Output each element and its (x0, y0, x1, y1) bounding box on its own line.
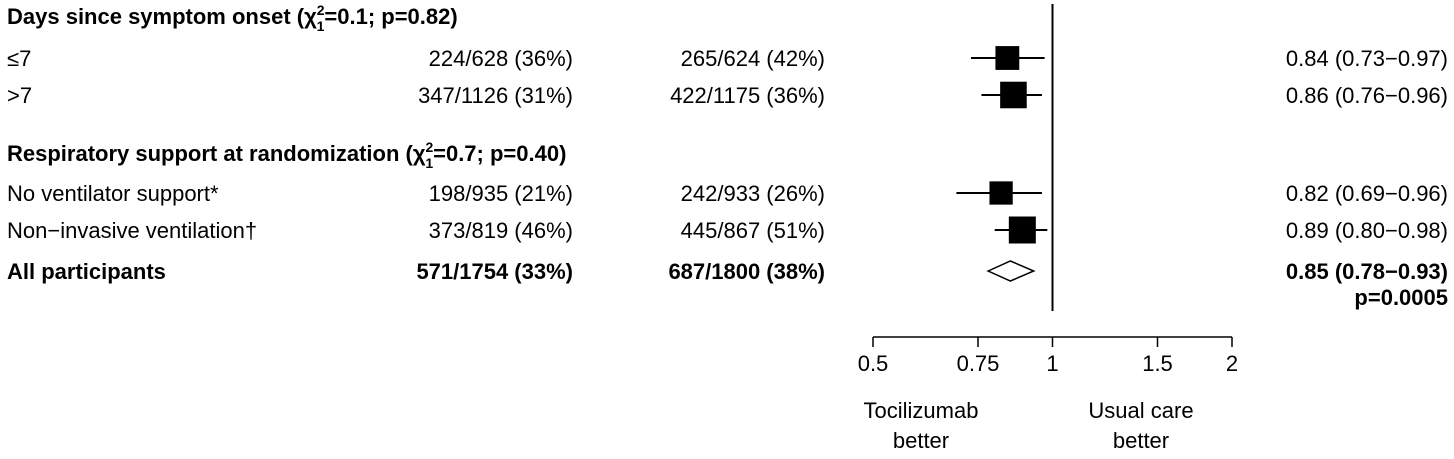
subgroup-header: Days since symptom onset (χ2 1=0.1; p=0.8… (7, 2, 458, 34)
rate-ratio-ci: 0.82 (0.69−0.96) (1286, 181, 1448, 206)
tocilizumab-events: 224/628 (36%) (429, 46, 573, 71)
row-label: ≤7 (7, 46, 31, 71)
usual-care-events: 242/933 (26%) (681, 181, 825, 206)
point-estimate-square (989, 181, 1013, 205)
point-estimate-square (995, 46, 1020, 70)
overall-usual-care-events: 687/1800 (38%) (668, 259, 825, 284)
chi-superscript: 2 (317, 2, 325, 18)
overall-tocilizumab-events: 571/1754 (33%) (416, 259, 573, 284)
row-label: Non−invasive ventilation† (7, 218, 257, 243)
subgroup-header: Respiratory support at randomization (χ2… (7, 139, 566, 171)
usual-care-events: 445/867 (51%) (681, 218, 825, 243)
subgroup-title: Days since symptom onset (7, 4, 291, 29)
rate-ratio-ci: 0.84 (0.73−0.97) (1286, 46, 1448, 71)
point-estimate-square (1000, 81, 1027, 109)
overall-p-value: p=0.0005 (1354, 285, 1448, 310)
point-estimate-square (1008, 216, 1036, 244)
rate-ratio-ci: 0.86 (0.76−0.96) (1286, 83, 1448, 108)
tocilizumab-events: 198/935 (21%) (429, 181, 573, 206)
favours-tocilizumab-label: Tocilizumab (864, 398, 979, 423)
overall-rate-ratio-ci: 0.85 (0.78−0.93) (1286, 259, 1448, 284)
favours-usual-care-label: Usual care (1088, 398, 1193, 423)
usual-care-events: 265/624 (42%) (681, 46, 825, 71)
heterogeneity-open: ( (291, 4, 305, 29)
row-label: No ventilator support* (7, 181, 219, 206)
chi-symbol: χ (304, 4, 317, 29)
chi-subscript: 1 (317, 18, 325, 34)
favours-tocilizumab-label: better (893, 428, 949, 453)
tocilizumab-events: 373/819 (46%) (429, 218, 573, 243)
x-tick-label: 1.5 (1142, 351, 1173, 376)
overall-label: All participants (7, 259, 166, 284)
usual-care-events: 422/1175 (36%) (670, 83, 825, 108)
tocilizumab-events: 347/1126 (31%) (418, 83, 573, 108)
x-tick-label: 1 (1046, 351, 1058, 376)
heterogeneity-stat: =0.7; p=0.40) (433, 141, 566, 166)
chi-superscript: 2 (426, 139, 434, 155)
x-tick-label: 0.75 (957, 351, 1000, 376)
overall-diamond (986, 260, 1036, 282)
favours-usual-care-label: better (1113, 428, 1169, 453)
chi-symbol: χ (413, 141, 426, 166)
heterogeneity-stat: =0.1; p=0.82) (324, 4, 457, 29)
heterogeneity-open: ( (399, 141, 413, 166)
rate-ratio-ci: 0.89 (0.80−0.98) (1286, 218, 1448, 243)
x-tick-label: 0.5 (858, 351, 889, 376)
x-tick-label: 2 (1226, 351, 1238, 376)
chi-subscript: 1 (425, 155, 433, 171)
subgroup-title: Respiratory support at randomization (7, 141, 399, 166)
row-label: >7 (7, 83, 32, 108)
